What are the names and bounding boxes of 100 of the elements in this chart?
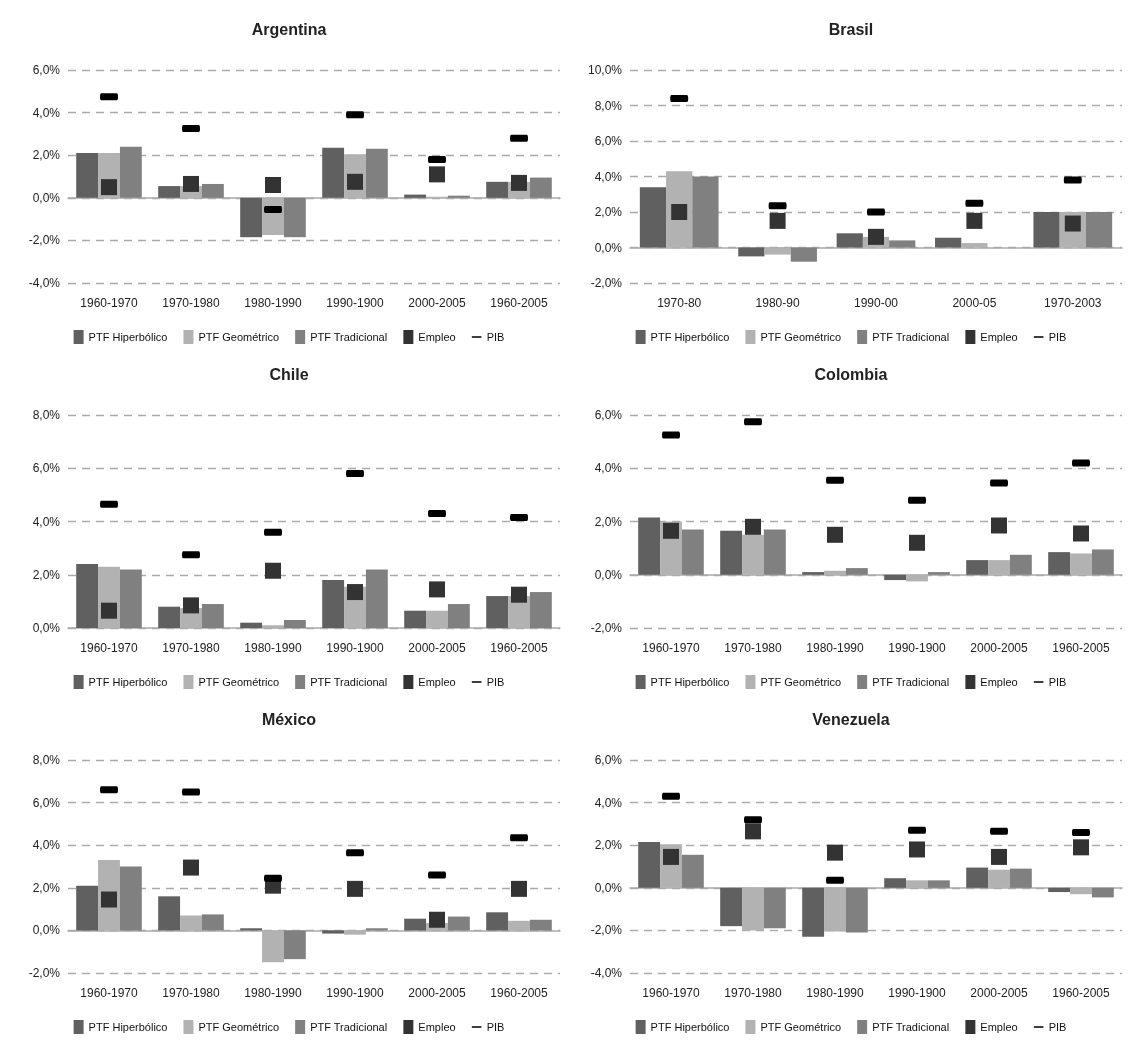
bar [365,148,388,198]
point [511,174,527,191]
chart-title: Chile [269,365,309,383]
legend-label: PIB [1048,331,1067,343]
y-tick-label: 6,0% [32,63,61,77]
y-tick-label: 6,0% [32,795,61,810]
x-tick-label: 1960-1970 [80,296,139,310]
point [909,841,925,858]
x-tick-label: 1970-1980 [724,986,783,1000]
point [991,848,1007,865]
x-tick-label: 1960-2005 [1052,641,1111,655]
y-tick-label: 4,0% [594,795,623,810]
bar [322,580,345,628]
bar [486,912,509,931]
bar [76,564,99,628]
bar [720,530,743,575]
bar [802,572,825,575]
bar [158,606,181,628]
bar [790,247,817,262]
legend-label: PTF Tradicional [872,331,950,343]
bar [201,914,224,931]
y-tick-label: 4,0% [32,514,61,529]
bar [322,147,345,198]
x-tick-label: 2000-05 [952,296,997,310]
y-tick-label: 2,0% [32,880,61,895]
x-tick-label: 2000-2005 [408,986,467,1000]
legend-label: Empleo [980,676,1018,688]
legend-label: Empleo [418,1021,456,1033]
x-tick-label: 1960-1970 [642,986,701,1000]
bar [404,610,427,628]
point [1073,525,1089,542]
y-tick-label: 2,0% [594,838,623,853]
y-tick-label: 0,0% [594,567,623,582]
bar [201,183,224,198]
bar [1091,887,1114,898]
bar [283,930,306,960]
point [183,597,199,614]
x-tick-label: 1980-1990 [244,641,303,655]
x-tick-label: 1980-1990 [244,986,303,1000]
bar [884,878,907,888]
x-tick-label: 1960-2005 [490,986,549,1000]
legend-label: PIB [1048,1021,1067,1033]
legend-label: PTF Tradicional [872,1021,950,1033]
x-tick-label: 1960-2005 [490,296,549,310]
y-tick-label: 6,0% [594,753,623,767]
point [347,584,363,601]
y-tick-label: -2,0% [28,966,61,980]
y-tick-label: 8,0% [32,753,61,767]
y-tick-label: 0,0% [594,240,623,255]
bar [720,887,743,927]
bar [927,572,950,575]
bar [884,574,907,581]
y-tick-label: -4,0% [590,966,623,980]
point [429,911,445,928]
x-tick-label: 2000-2005 [408,296,467,310]
bar [529,592,552,628]
y-tick-label: 10,0% [587,63,623,77]
bar [529,919,552,931]
point [663,522,679,539]
x-tick-label: 1970-1980 [724,641,783,655]
y-tick-label: -2,0% [590,923,623,938]
y-tick-label: 2,0% [32,148,61,163]
point [101,602,117,619]
point [868,228,884,245]
bar [447,916,470,931]
legend-label: PTF Geométrico [760,331,842,343]
x-tick-label: 2000-2005 [970,986,1029,1000]
point [265,177,281,194]
bar [158,896,181,931]
point [745,518,761,535]
bar [681,854,704,888]
y-tick-label: 0,0% [594,880,623,895]
bar [681,529,704,575]
point [1073,839,1089,856]
point [347,880,363,897]
legend-label: PTF Hiperbólico [650,676,730,688]
point [663,848,679,865]
bar [158,186,181,198]
x-tick-label: 1990-1900 [888,641,947,655]
bar [1009,554,1032,575]
legend-label: PTF Geométrico [198,331,280,343]
bar [763,887,786,929]
y-tick-label: 4,0% [32,838,61,853]
bar [1009,868,1032,888]
x-tick-label: 1960-2005 [490,641,549,655]
bar [240,197,263,238]
bar [447,604,470,628]
bar [201,604,224,628]
bar [927,880,950,888]
point [511,880,527,897]
x-tick-label: 1980-90 [755,296,800,310]
legend-label: Empleo [980,1021,1018,1033]
bar [404,194,427,198]
bar [283,197,306,238]
y-tick-label: -2,0% [28,233,61,248]
x-tick-label: 1960-1970 [642,641,701,655]
legend-label: PTF Hiperbólico [650,331,730,343]
bar [283,620,306,628]
point [265,562,281,579]
x-tick-label: 1960-1970 [80,641,139,655]
